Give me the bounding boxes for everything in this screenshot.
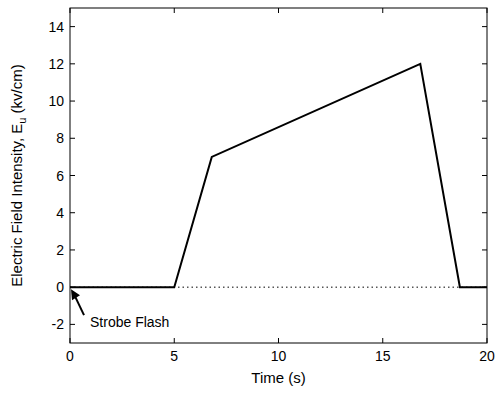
y-label-main: Electric Field Intensity, E: [8, 124, 25, 287]
y-tick-label: 2: [56, 242, 64, 258]
arrow-head: [71, 289, 80, 300]
x-tick-label: 20: [479, 348, 495, 364]
plot-area: [70, 64, 487, 287]
plot-frame: [70, 8, 487, 343]
x-tick: [278, 8, 279, 343]
y-tick: [70, 249, 487, 250]
y-tick: [70, 212, 487, 213]
chart: 05101520-202468101214Time (s)Electric Fi…: [0, 0, 500, 397]
x-tick-label: 10: [271, 348, 287, 364]
y-tick: [70, 63, 487, 64]
annotation: Strobe Flash: [90, 314, 169, 330]
x-tick-label: 5: [170, 348, 178, 364]
x-tick-label: 0: [66, 348, 74, 364]
y-tick-label: 10: [48, 93, 64, 109]
y-tick-label: 14: [48, 19, 64, 35]
y-tick: [70, 26, 487, 27]
x-tick-label: 15: [375, 348, 391, 364]
y-tick: [70, 138, 487, 139]
y-tick-label: -2: [52, 316, 65, 332]
y-tick: [70, 175, 487, 176]
y-tick-label: 6: [56, 168, 64, 184]
y-label-suffix: (kv/cm): [8, 64, 25, 117]
x-tick: [382, 8, 383, 343]
y-tick-label: 0: [56, 279, 64, 295]
x-axis-label: Time (s): [251, 369, 305, 386]
y-axis-label: Electric Field Intensity, Eu (kv/cm): [8, 64, 28, 287]
data-line: [70, 64, 487, 287]
y-tick: [70, 101, 487, 102]
x-tick: [174, 8, 175, 343]
y-tick-label: 8: [56, 130, 64, 146]
y-tick-label: 12: [48, 56, 64, 72]
y-tick-label: 4: [56, 205, 64, 221]
